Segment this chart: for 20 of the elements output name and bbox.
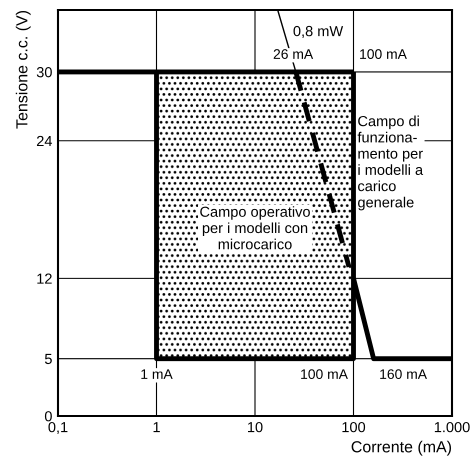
y-tick-label: 0 <box>44 411 52 422</box>
annotation: 100 mA <box>301 369 348 380</box>
x-axis-title: Corrente (mA) <box>352 440 452 456</box>
x-tick-label: 1.000 <box>434 422 470 432</box>
annotation: 160 mA <box>380 369 427 380</box>
y-tick-label: 12 <box>37 273 52 284</box>
annotation: 1 mA <box>141 369 173 379</box>
annotation: 26 mA <box>274 49 314 59</box>
y-tick-label: 24 <box>36 136 52 146</box>
x-tick-label: 100 <box>342 422 366 432</box>
x-tick-label: 10 <box>248 422 263 432</box>
annotation: 0,8 mW <box>293 26 344 38</box>
x-tick-label: 1 <box>154 422 160 432</box>
y-tick-label: 5 <box>44 354 52 364</box>
y-axis-title: Tensione c.c. (V) <box>16 10 31 129</box>
y-tick-label: 30 <box>36 67 52 78</box>
x-tick-label: 0,1 <box>48 422 68 434</box>
annotation: Campo operativo per i modelli con microcarico <box>200 206 310 250</box>
annotation: Campo di funziona- mento per i modelli a carico generale <box>358 116 424 210</box>
annotation: 100 mA <box>360 49 407 59</box>
